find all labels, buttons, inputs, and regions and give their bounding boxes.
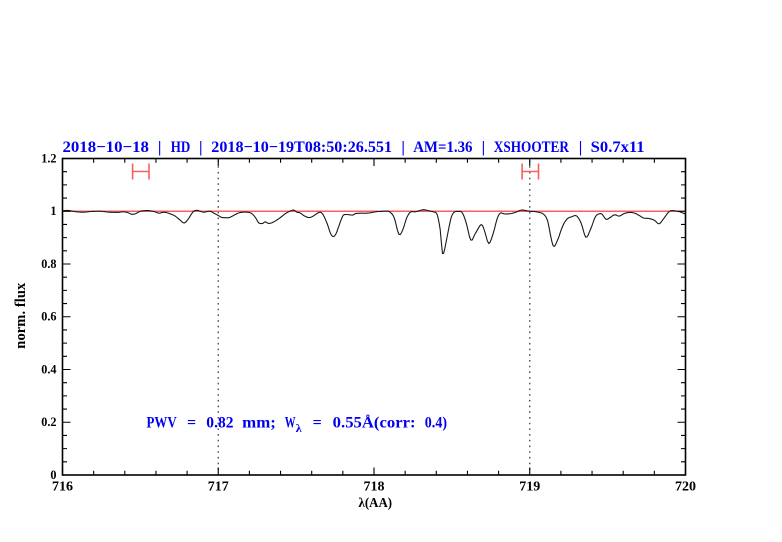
svg-text:W: W (285, 415, 296, 432)
svg-text:0.82: 0.82 (206, 415, 233, 432)
svg-text:0.4): 0.4) (425, 415, 447, 432)
svg-text:717: 717 (208, 479, 229, 494)
svg-text:AM=1.36: AM=1.36 (413, 139, 472, 156)
svg-text:1: 1 (50, 204, 56, 218)
svg-text:XSHOOTER: XSHOOTER (494, 139, 569, 156)
svg-text:|: | (401, 139, 405, 156)
svg-text:λ(AA): λ(AA) (359, 496, 393, 511)
svg-text:0.55Å(corr:: 0.55Å(corr: (333, 414, 416, 432)
svg-text:|: | (199, 139, 203, 156)
svg-text:0.2: 0.2 (41, 415, 56, 429)
svg-text:1.2: 1.2 (41, 152, 56, 166)
svg-text:0.8: 0.8 (41, 257, 56, 271)
svg-text:716: 716 (52, 479, 73, 494)
svg-text:2018−10−19T08:50:26.551: 2018−10−19T08:50:26.551 (211, 139, 392, 156)
svg-text:HD: HD (171, 139, 191, 156)
svg-text:0.4: 0.4 (41, 363, 56, 377)
svg-text:|: | (482, 139, 486, 156)
svg-text:2018−10−18: 2018−10−18 (63, 139, 149, 156)
svg-text:S0.7x11: S0.7x11 (591, 139, 645, 156)
svg-text:mm;: mm; (242, 415, 276, 432)
svg-text:718: 718 (364, 479, 385, 494)
svg-text:λ: λ (296, 421, 302, 435)
svg-text:720: 720 (675, 479, 696, 494)
svg-text:|: | (579, 139, 583, 156)
svg-text:=: = (187, 415, 196, 432)
svg-text:719: 719 (519, 479, 540, 494)
svg-text:0: 0 (50, 468, 56, 482)
svg-text:=: = (313, 415, 322, 432)
svg-text:|: | (158, 139, 162, 156)
svg-text:norm. flux: norm. flux (13, 282, 29, 349)
svg-text:PWV: PWV (147, 415, 178, 432)
svg-text:0.6: 0.6 (41, 310, 56, 324)
